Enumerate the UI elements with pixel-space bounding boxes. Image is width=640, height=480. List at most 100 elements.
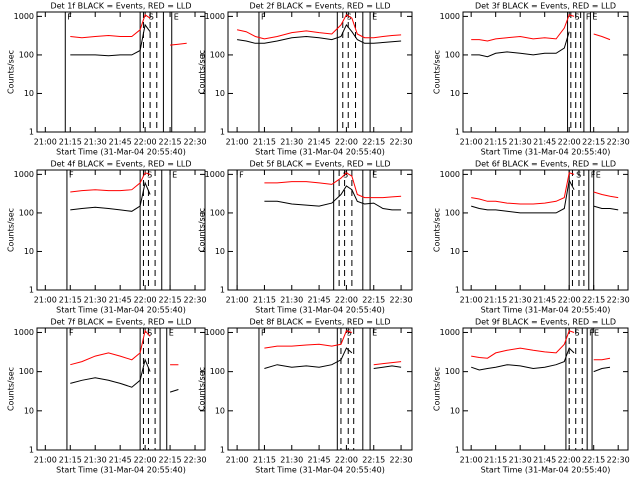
- data-line: [264, 347, 402, 369]
- x-tick-label: 22:30: [390, 296, 413, 305]
- y-tick-label: 1: [220, 128, 225, 137]
- annotation: E: [372, 13, 377, 22]
- annotation: F: [67, 13, 72, 22]
- annotation: E: [169, 329, 174, 338]
- x-tick-label: 22:15: [362, 456, 385, 465]
- x-tick-label: 22:30: [183, 138, 206, 147]
- data-line: [471, 347, 611, 373]
- x-tick-label: 21:45: [533, 456, 556, 465]
- y-axis-label: Counts/sec: [198, 208, 207, 252]
- annotation: F: [589, 329, 594, 338]
- x-tick-label: 21:30: [509, 456, 532, 465]
- annotation: F: [586, 13, 591, 22]
- x-tick-label: 22:00: [134, 138, 157, 147]
- x-tick-label: 22:15: [362, 296, 385, 305]
- x-tick-label: 22:15: [582, 138, 605, 147]
- x-tick-label: 21:15: [484, 138, 507, 147]
- y-tick-label: 1000: [14, 328, 34, 337]
- x-tick-label: 21:45: [308, 296, 331, 305]
- x-axis-label: Start Time (31-Mar-04 20:55:40): [56, 466, 186, 475]
- y-tick-label: 10: [24, 247, 34, 256]
- x-tick-label: 21:00: [34, 138, 57, 147]
- x-tick-label: 22:30: [607, 138, 630, 147]
- annotation: S: [576, 171, 581, 180]
- y-tick-label: 10: [215, 247, 225, 256]
- annotation: F: [69, 171, 74, 180]
- y-tick-label: 100: [210, 208, 225, 217]
- y-axis-label: Counts/sec: [7, 50, 16, 94]
- y-tick-label: 1000: [205, 170, 225, 179]
- x-tick-label: 21:15: [253, 296, 276, 305]
- x-tick-label: 21:15: [253, 138, 276, 147]
- data-line: [70, 329, 179, 366]
- annotation: E: [372, 171, 377, 180]
- annotation: S: [149, 13, 154, 22]
- x-tick-label: 22:15: [159, 296, 182, 305]
- annotation: S: [343, 171, 348, 180]
- annotation: E: [372, 329, 377, 338]
- y-tick-label: 10: [215, 406, 225, 415]
- y-tick-label: 100: [210, 50, 225, 59]
- x-tick-label: 21:15: [59, 296, 82, 305]
- y-tick-label: 10: [24, 89, 34, 98]
- x-tick-label: 21:30: [84, 296, 107, 305]
- x-axis-label: Start Time (31-Mar-04 20:55:40): [56, 148, 186, 157]
- x-tick-label: 22:15: [362, 138, 385, 147]
- x-tick-label: 22:30: [607, 456, 630, 465]
- y-tick-label: 10: [450, 406, 460, 415]
- y-tick-label: 1: [29, 128, 34, 137]
- x-tick-label: 22:15: [582, 296, 605, 305]
- x-tick-label: 21:30: [509, 296, 532, 305]
- x-tick-label: 21:45: [109, 138, 132, 147]
- y-tick-label: 1000: [440, 170, 460, 179]
- y-tick-label: 1000: [14, 12, 34, 21]
- annotation: F: [261, 13, 266, 22]
- panel-title: Det 1f BLACK = Events, RED = LLD: [50, 2, 191, 11]
- data-line: [471, 14, 611, 42]
- data-line: [471, 32, 602, 71]
- x-tick-label: 22:00: [134, 296, 157, 305]
- data-line: [264, 330, 402, 366]
- plot-frame: [36, 11, 206, 133]
- panel-title: Det 5f BLACK = Events, RED = LLD: [249, 160, 390, 169]
- y-tick-label: 1: [220, 446, 225, 455]
- y-axis-label: Counts/sec: [7, 208, 16, 252]
- panel-title: Det 9f BLACK = Events, RED = LLD: [475, 318, 616, 327]
- data-line: [70, 14, 187, 46]
- x-tick-label: 21:15: [484, 296, 507, 305]
- y-tick-label: 100: [19, 367, 34, 376]
- x-tick-label: 21:00: [34, 456, 57, 465]
- plot-frame: [227, 327, 413, 451]
- x-tick-label: 21:00: [460, 296, 483, 305]
- y-axis-label: Counts/sec: [198, 367, 207, 411]
- x-axis-label: Start Time (31-Mar-04 20:55:40): [255, 466, 385, 475]
- annotation: E: [174, 13, 179, 22]
- x-tick-label: 22:15: [159, 138, 182, 147]
- x-tick-label: 21:15: [59, 456, 82, 465]
- annotation: F: [591, 171, 596, 180]
- y-axis-label: Counts/sec: [198, 50, 207, 94]
- panel-title: Det 8f BLACK = Events, RED = LLD: [249, 318, 390, 327]
- x-tick-label: 21:30: [280, 456, 303, 465]
- panel-title: Det 6f BLACK = Events, RED = LLD: [475, 160, 616, 169]
- y-tick-label: 1: [455, 128, 460, 137]
- annotation: S: [347, 329, 352, 338]
- annotation: E: [594, 329, 599, 338]
- y-tick-label: 10: [450, 247, 460, 256]
- y-tick-label: 1000: [205, 12, 225, 21]
- data-line: [70, 25, 178, 68]
- annotation: S: [574, 329, 579, 338]
- x-tick-label: 22:30: [607, 296, 630, 305]
- x-axis-label: Start Time (31-Mar-04 20:55:40): [255, 306, 385, 315]
- plot-frame: [227, 169, 413, 291]
- y-tick-label: 1: [220, 286, 225, 295]
- y-tick-label: 100: [19, 208, 34, 217]
- y-tick-label: 1000: [14, 170, 34, 179]
- x-tick-label: 22:15: [582, 456, 605, 465]
- x-tick-label: 22:00: [558, 138, 581, 147]
- plot-frame: [227, 11, 413, 133]
- annotation: S: [147, 171, 152, 180]
- y-axis-label: Counts/sec: [433, 50, 442, 94]
- x-tick-label: 21:30: [84, 138, 107, 147]
